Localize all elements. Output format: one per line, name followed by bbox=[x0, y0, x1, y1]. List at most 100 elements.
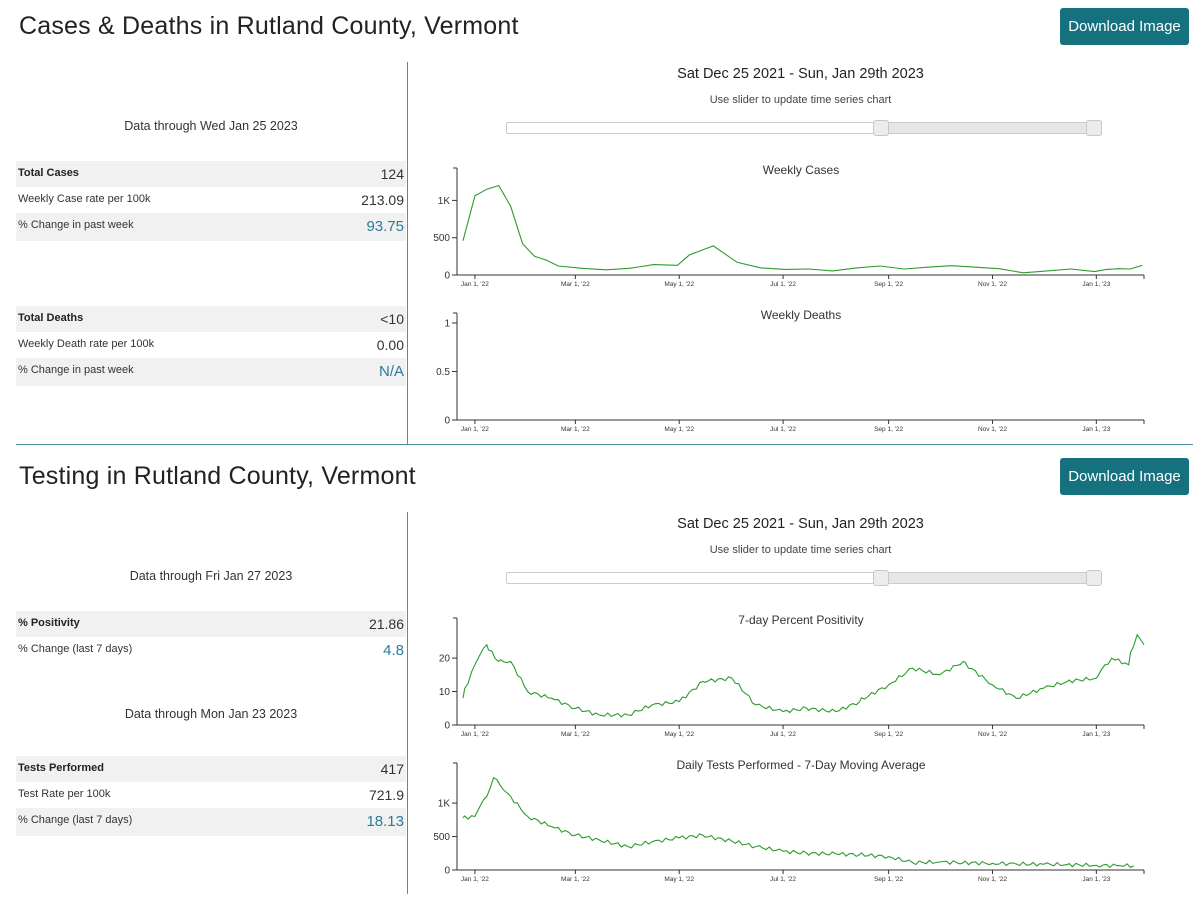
x-tick-label: Sep 1, '22 bbox=[874, 876, 903, 883]
stat-label: Weekly Case rate per 100k bbox=[18, 193, 151, 205]
stat-value: 4.8 bbox=[383, 642, 404, 659]
positivity-data-through-label: Data through Fri Jan 27 2023 bbox=[129, 569, 293, 583]
cases-section-title: Cases & Deaths in Rutland County, Vermon… bbox=[19, 12, 519, 40]
stat-value: 124 bbox=[380, 166, 404, 182]
vertical-divider bbox=[407, 62, 408, 444]
y-tick-label: 1 bbox=[444, 319, 450, 330]
stat-value: 721.9 bbox=[368, 787, 404, 803]
x-tick-label: Mar 1, '22 bbox=[561, 731, 590, 738]
y-tick-label: 1K bbox=[438, 799, 451, 810]
stat-row-total-deaths: Total Deaths <10 bbox=[16, 306, 406, 332]
slider-handle-start[interactable] bbox=[873, 570, 889, 586]
stat-value: 21.86 bbox=[368, 616, 404, 632]
x-tick-label: Mar 1, '22 bbox=[561, 876, 590, 883]
stat-row-positivity: % Positivity 21.86 bbox=[16, 611, 406, 637]
stat-value: N/A bbox=[378, 363, 404, 380]
y-tick-label: 1K bbox=[438, 196, 451, 207]
x-tick-label: Nov 1, '22 bbox=[978, 876, 1007, 883]
x-tick-label: Jan 1, '23 bbox=[1082, 281, 1110, 288]
chart-title: Daily Tests Performed - 7-Day Moving Ave… bbox=[677, 758, 926, 772]
y-tick-label: 0 bbox=[444, 721, 450, 732]
cases-deaths-section: Cases & Deaths in Rutland County, Vermon… bbox=[0, 0, 1200, 446]
x-tick-label: Jan 1, '23 bbox=[1082, 731, 1110, 738]
y-tick-label: 0.5 bbox=[436, 367, 450, 378]
x-tick-label: Nov 1, '22 bbox=[978, 426, 1007, 433]
time-range-slider[interactable] bbox=[506, 570, 1102, 586]
stat-row-positivity-change: % Change (last 7 days) 4.8 bbox=[16, 637, 406, 665]
stat-label: Test Rate per 100k bbox=[18, 788, 111, 800]
x-tick-label: Nov 1, '22 bbox=[978, 281, 1007, 288]
chart-title: 7-day Percent Positivity bbox=[738, 613, 863, 627]
stat-row-case-change: % Change in past week 93.75 bbox=[16, 213, 406, 241]
series-line bbox=[462, 184, 1143, 274]
stat-label: Weekly Death rate per 100k bbox=[18, 338, 155, 350]
stat-value: 0.00 bbox=[376, 337, 404, 353]
stat-value: 417 bbox=[380, 761, 404, 777]
stat-row-weekly-death-rate: Weekly Death rate per 100k 0.00 bbox=[16, 332, 406, 358]
slider-handle-end[interactable] bbox=[1086, 570, 1102, 586]
stat-label: % Change in past week bbox=[18, 364, 134, 376]
x-tick-label: Jul 1, '22 bbox=[770, 876, 796, 883]
chart-title: Weekly Cases bbox=[763, 163, 839, 177]
section-divider bbox=[16, 444, 1193, 445]
x-tick-label: May 1, '22 bbox=[664, 281, 694, 288]
download-image-button[interactable]: Download Image bbox=[1060, 458, 1189, 495]
slider-handle-start[interactable] bbox=[873, 120, 889, 136]
chart-title: Weekly Deaths bbox=[761, 308, 841, 322]
data-through-label: Data through Wed Jan 25 2023 bbox=[124, 119, 298, 133]
stat-label: Tests Performed bbox=[18, 762, 104, 774]
stat-value: 93.75 bbox=[366, 218, 404, 235]
x-tick-label: May 1, '22 bbox=[664, 876, 694, 883]
x-tick-label: Nov 1, '22 bbox=[978, 731, 1007, 738]
percent-positivity-chart: 7-day Percent Positivity 0 10 20 Jan 1, '22 M… bbox=[439, 613, 1145, 738]
x-tick-label: Jan 1, '23 bbox=[1082, 876, 1110, 883]
testing-section-title: Testing in Rutland County, Vermont bbox=[19, 462, 416, 490]
stat-row-tests-change: % Change (last 7 days) 18.13 bbox=[16, 808, 406, 836]
stat-label: % Positivity bbox=[18, 617, 80, 629]
x-tick-label: Jan 1, '23 bbox=[1082, 426, 1110, 433]
tests-data-through-label: Data through Mon Jan 23 2023 bbox=[124, 707, 298, 721]
y-tick-label: 0 bbox=[444, 416, 450, 427]
x-tick-label: Sep 1, '22 bbox=[874, 731, 903, 738]
slider-handle-end[interactable] bbox=[1086, 120, 1102, 136]
daily-tests-chart: Daily Tests Performed - 7-Day Moving Ave… bbox=[433, 758, 1145, 883]
y-tick-label: 500 bbox=[433, 233, 450, 244]
stat-label: % Change (last 7 days) bbox=[18, 643, 133, 655]
x-tick-label: Jan 1, '22 bbox=[461, 876, 489, 883]
x-tick-label: Mar 1, '22 bbox=[561, 281, 590, 288]
stat-value: <10 bbox=[380, 311, 404, 327]
x-tick-label: Mar 1, '22 bbox=[561, 426, 590, 433]
stat-label: % Change in past week bbox=[18, 219, 134, 231]
x-tick-label: Jul 1, '22 bbox=[770, 426, 796, 433]
x-tick-label: Jan 1, '22 bbox=[461, 281, 489, 288]
download-image-button[interactable]: Download Image bbox=[1060, 8, 1189, 45]
y-tick-label: 0 bbox=[444, 271, 450, 282]
date-range-title: Sat Dec 25 2021 - Sun, Jan 29th 2023 bbox=[677, 66, 924, 82]
x-tick-label: May 1, '22 bbox=[664, 426, 694, 433]
time-range-slider[interactable] bbox=[506, 120, 1102, 136]
x-tick-label: May 1, '22 bbox=[664, 731, 694, 738]
stat-row-weekly-case-rate: Weekly Case rate per 100k 213.09 bbox=[16, 187, 406, 213]
slider-selected-range bbox=[888, 573, 1094, 583]
stat-row-death-change: % Change in past week N/A bbox=[16, 358, 406, 386]
y-tick-label: 0 bbox=[444, 866, 450, 877]
series-line bbox=[462, 633, 1145, 718]
y-tick-label: 10 bbox=[439, 687, 451, 698]
stat-label: % Change (last 7 days) bbox=[18, 814, 133, 826]
stat-row-test-rate: Test Rate per 100k 721.9 bbox=[16, 782, 406, 808]
stat-label: Total Deaths bbox=[18, 312, 84, 324]
stat-value: 18.13 bbox=[366, 813, 404, 830]
y-tick-label: 500 bbox=[433, 832, 450, 843]
series-line bbox=[462, 776, 1135, 869]
x-tick-label: Jan 1, '22 bbox=[461, 426, 489, 433]
stat-value: 213.09 bbox=[361, 192, 404, 208]
x-tick-label: Jul 1, '22 bbox=[770, 281, 796, 288]
x-tick-label: Sep 1, '22 bbox=[874, 281, 903, 288]
x-tick-label: Jul 1, '22 bbox=[770, 731, 796, 738]
x-tick-label: Jan 1, '22 bbox=[461, 731, 489, 738]
stat-row-total-cases: Total Cases 124 bbox=[16, 161, 406, 187]
slider-hint: Use slider to update time series chart bbox=[709, 544, 892, 556]
weekly-deaths-chart: Weekly Deaths 0 0.5 1 Jan 1, '22 Mar 1, '22 Ma… bbox=[436, 308, 1145, 433]
slider-hint: Use slider to update time series chart bbox=[709, 94, 892, 106]
vertical-divider bbox=[407, 512, 408, 894]
